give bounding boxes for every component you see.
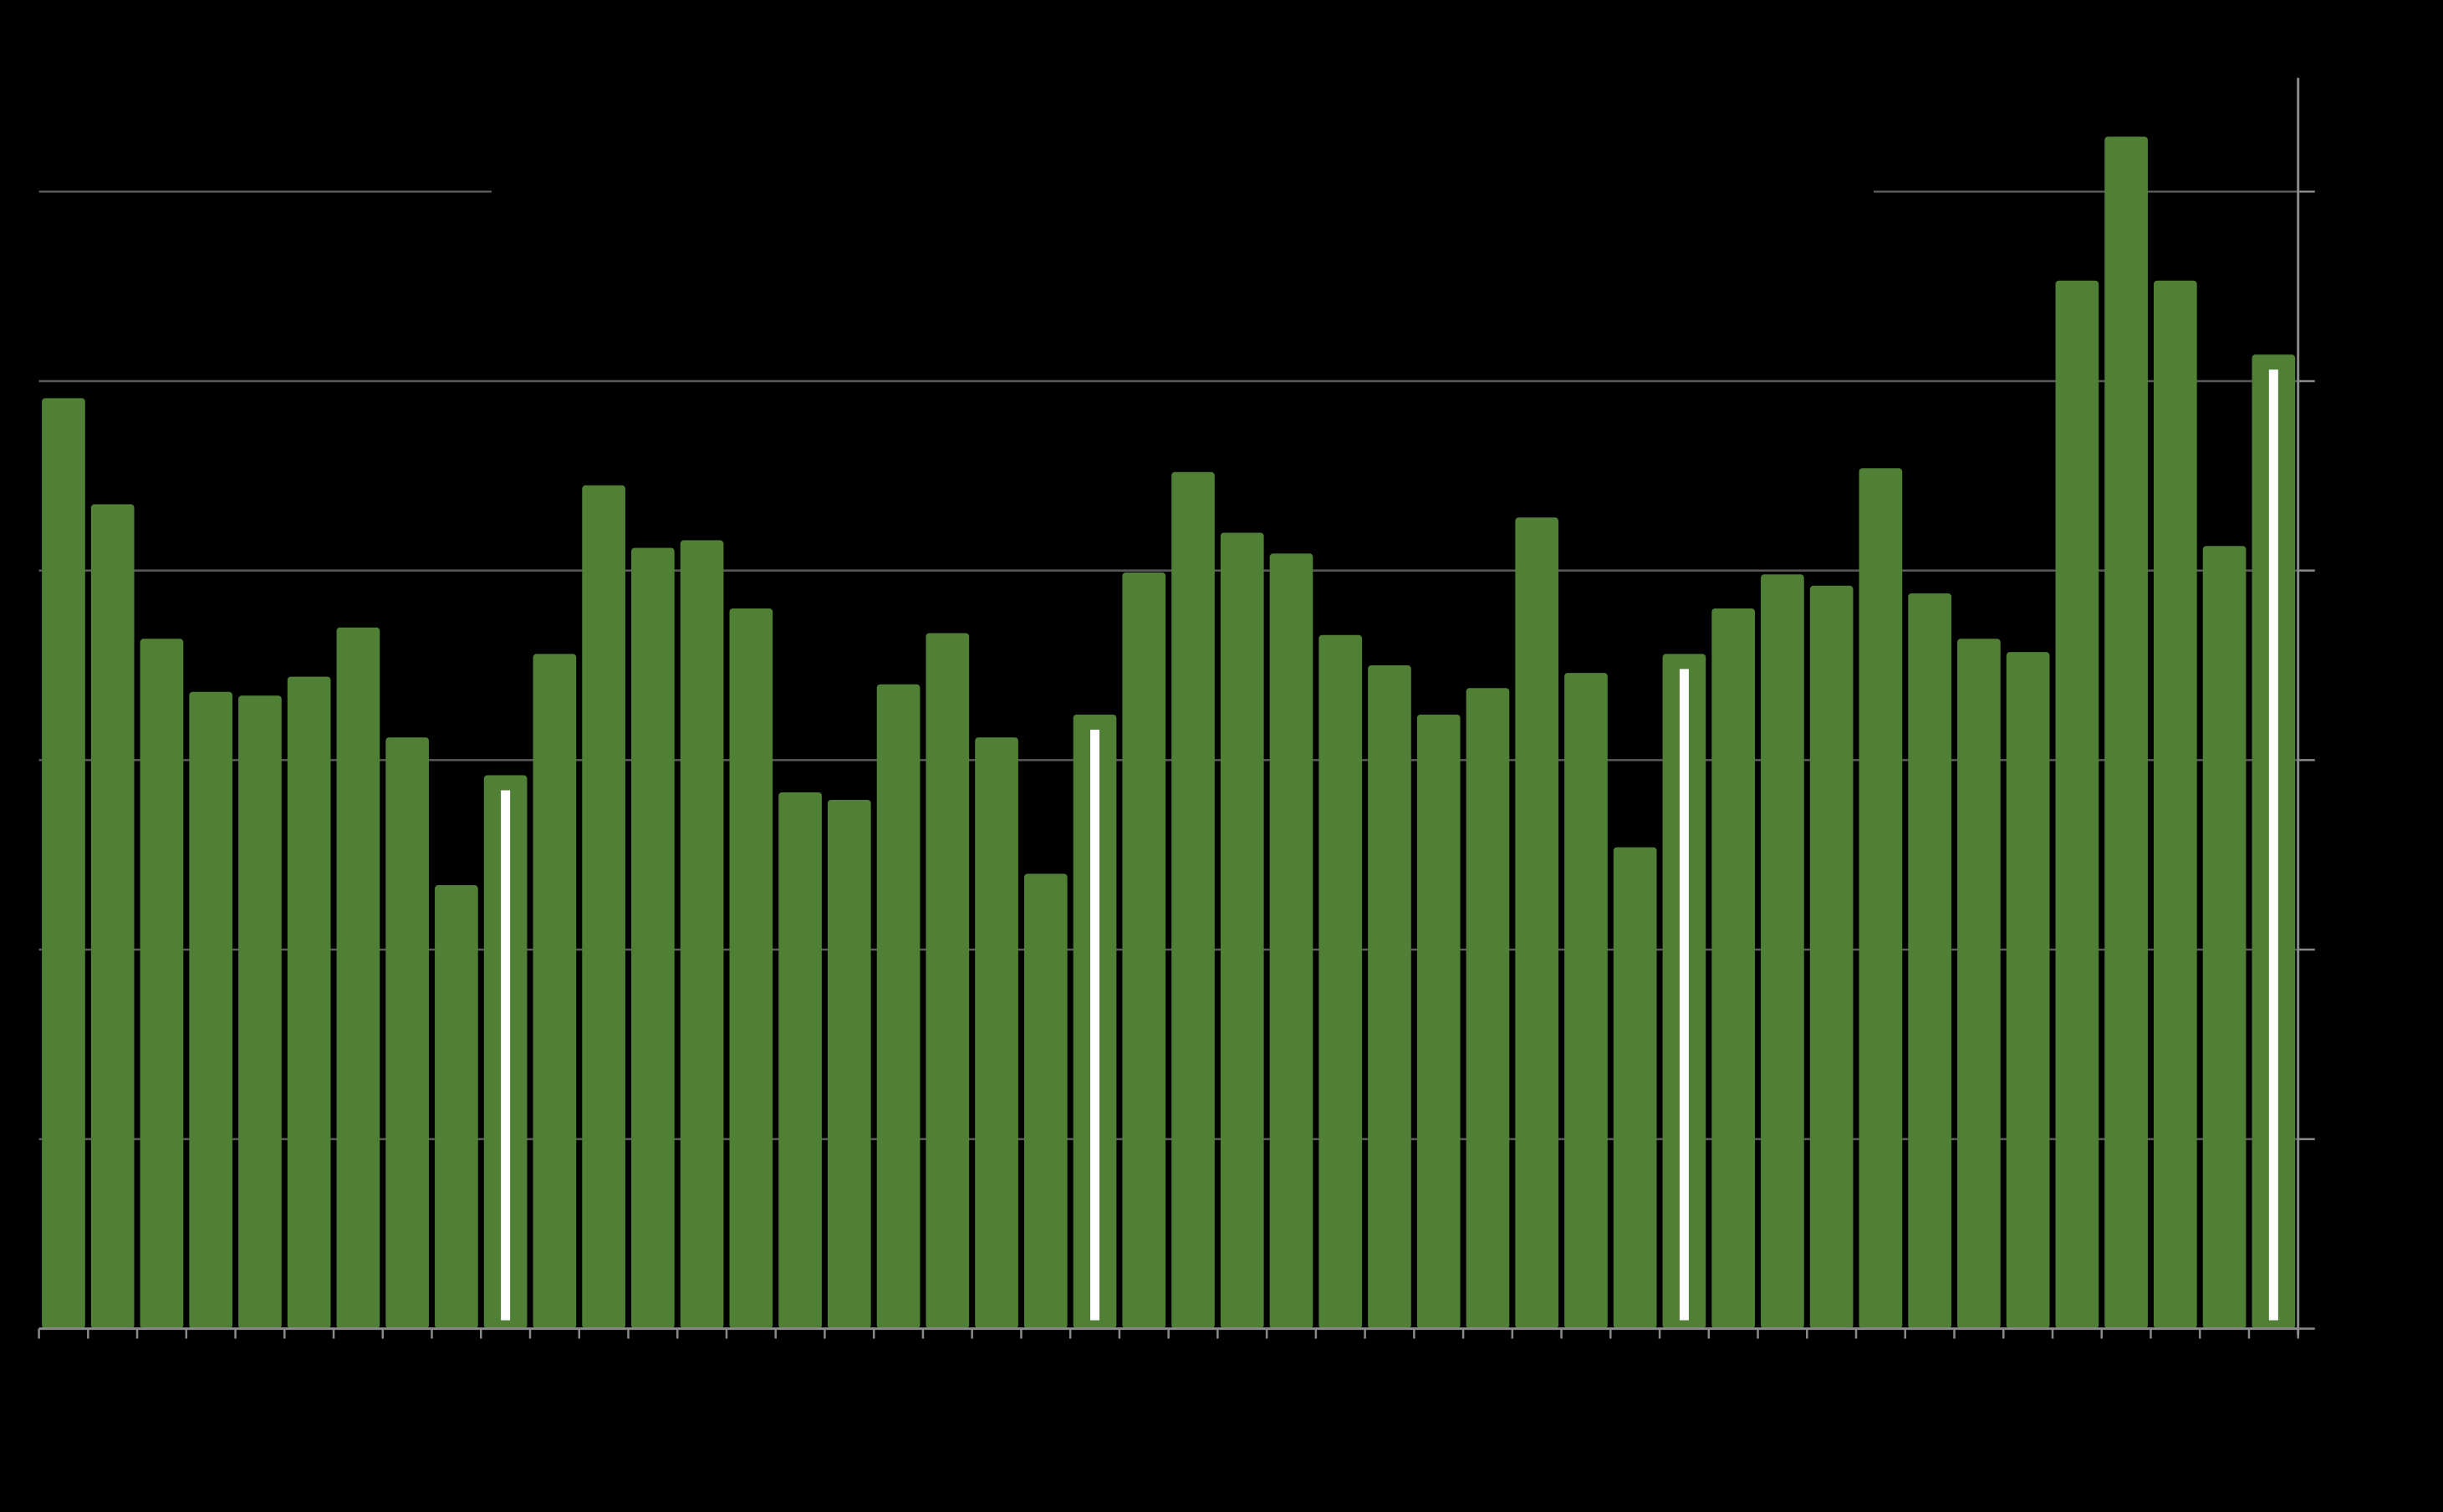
bar [582,485,625,1329]
bar [1809,585,1854,1329]
bar [336,627,380,1329]
bar [533,654,577,1329]
bar [189,691,233,1329]
bar [1122,572,1166,1329]
highlight-marker [501,790,511,1321]
bar [778,792,822,1329]
bar [238,695,282,1329]
bar [1171,471,1215,1329]
bar [2104,136,2148,1329]
title-area [492,167,1874,217]
bar [1564,673,1608,1329]
bar [975,737,1018,1329]
bar [1859,468,1903,1329]
bar [2202,546,2247,1329]
bar [2153,280,2197,1329]
highlight-marker [1679,669,1689,1321]
bar [1761,574,1804,1329]
highlight-marker [1090,729,1100,1321]
highlight-marker [2268,369,2278,1321]
bar [1220,532,1264,1329]
bar [1318,634,1363,1329]
bar [2055,280,2099,1329]
bar [876,684,921,1329]
bar [435,885,478,1329]
bar [90,504,135,1329]
bar [680,540,724,1329]
bar [1269,553,1313,1329]
bar [1416,714,1461,1329]
bar [631,547,675,1329]
bars [42,136,2296,1329]
bar [1466,688,1510,1329]
bar [140,639,184,1329]
bar [1613,847,1657,1329]
bar [2006,652,2050,1329]
bar [729,608,773,1329]
bar [42,398,85,1329]
bar [1368,665,1411,1329]
bar [1515,517,1559,1329]
bar [926,633,970,1329]
bar [385,737,429,1329]
axes [38,78,2315,1339]
bar [1908,593,1951,1329]
bar [1023,873,1068,1329]
bar [1957,639,2001,1329]
bar [287,676,331,1329]
bar [1711,608,1756,1329]
bar [827,800,871,1329]
